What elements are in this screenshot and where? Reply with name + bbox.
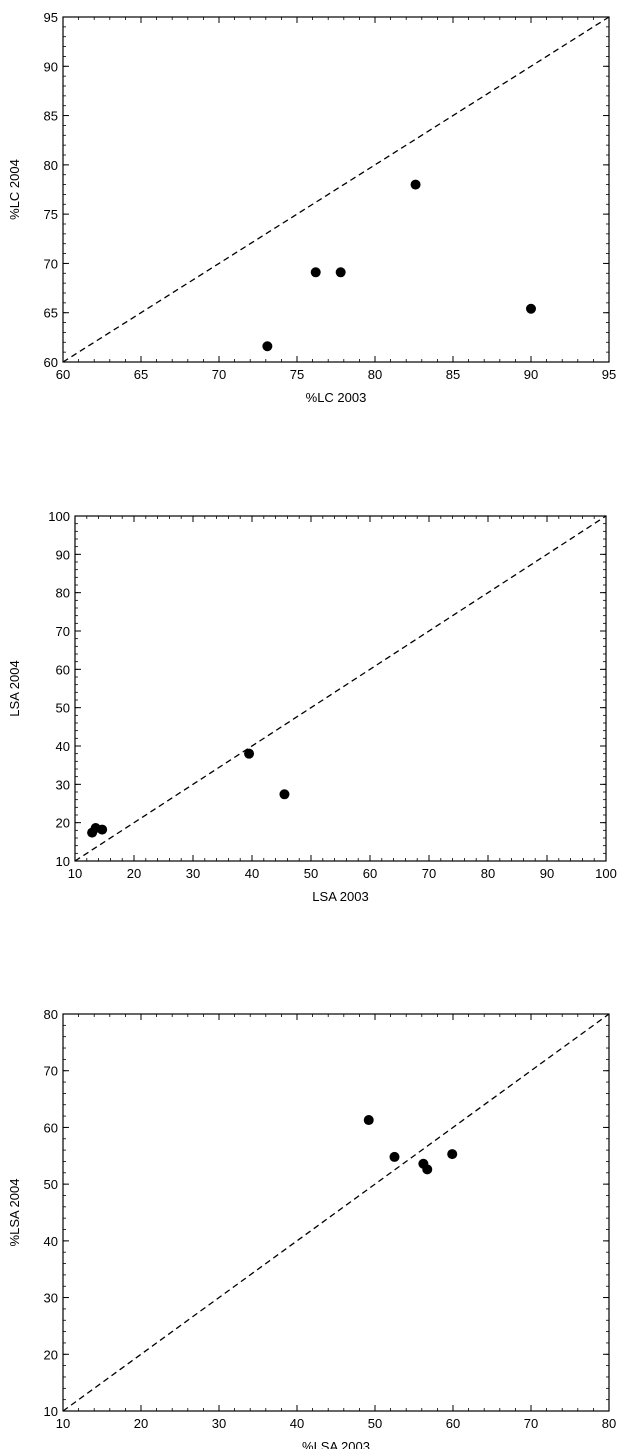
- data-point: [447, 1149, 458, 1160]
- data-point: [262, 341, 273, 352]
- y-tick-label: 80: [56, 586, 70, 601]
- y-tick-label: 60: [44, 1120, 58, 1135]
- y-tick-label: 60: [56, 662, 70, 677]
- x-tick-label: 20: [127, 866, 141, 881]
- y-tick-label: 70: [56, 624, 70, 639]
- y-tick-label: 30: [56, 777, 70, 792]
- data-point: [279, 789, 290, 800]
- y-tick-label: 50: [56, 701, 70, 716]
- reference-line: [62, 16, 610, 363]
- y-axis-label: %LC 2004: [7, 159, 22, 220]
- x-tick-label: 60: [446, 1416, 460, 1431]
- plot-frame: [74, 515, 607, 862]
- y-tick-label: 40: [56, 739, 70, 754]
- chart-2: 10 20 30 40 50 60 70 80 90 100 10 20 30 40 50 60 70 80 90 1…: [7, 509, 617, 904]
- x-tick-label: 80: [602, 1416, 616, 1431]
- data-point: [310, 267, 321, 278]
- plot-frame: [62, 1013, 610, 1412]
- data-point: [526, 303, 536, 314]
- y-tick-label: 95: [44, 10, 58, 25]
- y-tick-label: 10: [56, 854, 70, 869]
- y-axis-label: %LSA 2004: [7, 1179, 22, 1247]
- y-tick-label: 30: [44, 1291, 58, 1306]
- y-tick-label: 65: [44, 306, 58, 321]
- x-tick-label: 65: [134, 367, 148, 382]
- x-tick-label: 95: [602, 367, 616, 382]
- x-tick-label: 30: [186, 866, 200, 881]
- x-tick-label: 70: [212, 367, 226, 382]
- x-axis-label: LSA 2003: [312, 889, 368, 904]
- y-tick-label: 40: [44, 1234, 58, 1249]
- reference-line: [62, 1013, 610, 1412]
- x-tick-label: 90: [524, 367, 538, 382]
- y-axis-label: LSA 2004: [7, 660, 22, 716]
- chart-1: 60 65 70 75 80 85 90 95 60 65 70 75 80 85 90 95 %LC 2003…: [7, 10, 616, 405]
- data-point: [422, 1164, 433, 1175]
- y-tick-label: 80: [44, 1007, 58, 1022]
- x-axis-label: %LC 2003: [306, 390, 367, 405]
- x-tick-label: 10: [68, 866, 82, 881]
- y-tick-label: 90: [56, 547, 70, 562]
- y-tick-label: 10: [44, 1404, 58, 1419]
- y-tick-label: 75: [44, 207, 58, 222]
- y-tick-label: 20: [44, 1347, 58, 1362]
- x-tick-label: 85: [446, 367, 460, 382]
- y-tick-label: 70: [44, 1064, 58, 1079]
- reference-line: [74, 515, 607, 862]
- x-tick-label: 90: [540, 866, 554, 881]
- x-tick-label: 80: [481, 866, 495, 881]
- chart-3: 10 20 30 40 50 60 70 80 10 20 30 40 50 60 70 80 %LSA 200…: [7, 1007, 616, 1449]
- y-tick-label: 70: [44, 256, 58, 271]
- x-tick-label: 100: [595, 866, 617, 881]
- data-point: [244, 748, 255, 759]
- y-tick-label: 85: [44, 109, 58, 124]
- x-tick-label: 70: [422, 866, 436, 881]
- x-tick-label: 50: [304, 866, 318, 881]
- x-tick-label: 60: [363, 866, 377, 881]
- y-tick-label: 50: [44, 1177, 58, 1192]
- x-tick-label: 40: [290, 1416, 304, 1431]
- x-tick-label: 80: [368, 367, 382, 382]
- x-tick-label: 30: [212, 1416, 226, 1431]
- x-axis-label: %LSA 2003: [302, 1439, 370, 1449]
- data-point: [335, 267, 346, 278]
- y-tick-label: 90: [44, 59, 58, 74]
- x-tick-label: 40: [245, 866, 259, 881]
- x-tick-label: 70: [524, 1416, 538, 1431]
- data-point: [389, 1151, 400, 1162]
- x-tick-label: 75: [290, 367, 304, 382]
- data-point: [410, 179, 421, 190]
- data-point: [97, 824, 108, 835]
- y-tick-label: 100: [48, 509, 70, 524]
- x-tick-label: 20: [134, 1416, 148, 1431]
- x-tick-label: 10: [56, 1416, 70, 1431]
- y-tick-label: 60: [44, 355, 58, 370]
- plot-frame: [62, 16, 610, 363]
- x-tick-label: 60: [56, 367, 70, 382]
- x-tick-label: 50: [368, 1416, 382, 1431]
- data-point: [363, 1115, 374, 1126]
- y-tick-label: 20: [56, 816, 70, 831]
- y-tick-label: 80: [44, 158, 58, 173]
